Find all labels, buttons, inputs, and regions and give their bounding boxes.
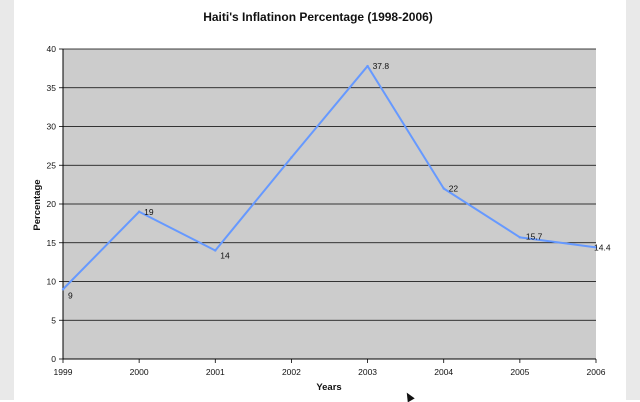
- data-label: 22: [449, 184, 459, 194]
- y-tick-label: 25: [47, 160, 57, 170]
- window-right-edge: [626, 0, 640, 400]
- window-left-edge: [0, 0, 14, 400]
- data-label: 14.4: [594, 242, 611, 252]
- data-point: [518, 236, 522, 239]
- x-tick-label: 2004: [434, 367, 453, 377]
- data-point: [366, 64, 369, 68]
- data-label: 9: [68, 290, 73, 300]
- y-axis-label: Percentage: [32, 179, 43, 230]
- data-label: 14: [220, 251, 230, 261]
- y-tick-label: 40: [47, 44, 57, 54]
- y-axis-ticks: 0 5 10 15 20 25 30 35 40: [47, 44, 63, 364]
- data-labels: 9 19 14 37.8 22 15.7 14.4: [68, 61, 611, 300]
- y-tick-label: 5: [51, 315, 56, 325]
- data-label: 19: [144, 207, 154, 217]
- data-label: 15.7: [526, 231, 543, 241]
- y-tick-label: 20: [47, 199, 57, 209]
- y-tick-label: 30: [47, 122, 57, 132]
- series-line: [62, 65, 597, 290]
- data-label: 37.8: [373, 61, 390, 71]
- x-tick-label: 2000: [130, 367, 149, 377]
- data-point: [290, 156, 293, 159]
- chart-title: Haiti's Inflatinon Percentage (1998-2006…: [203, 10, 433, 24]
- y-tick-label: 35: [47, 83, 57, 93]
- y-tick-label: 0: [51, 354, 56, 364]
- x-axis-ticks: 1999 2000 2001 2002 2003 2004 2005 2006: [54, 359, 606, 377]
- data-point: [61, 288, 65, 291]
- y-tick-label: 10: [47, 277, 57, 287]
- x-tick-label: 2001: [206, 367, 225, 377]
- x-tick-label: 2006: [587, 367, 606, 377]
- series-layer: [61, 64, 598, 291]
- x-axis-label: Years: [316, 382, 341, 393]
- y-tick-label: 15: [47, 238, 57, 248]
- x-tick-label: 2003: [358, 367, 377, 377]
- x-tick-label: 1999: [54, 367, 73, 377]
- data-point: [137, 210, 141, 213]
- gridlines: [63, 48, 596, 321]
- data-point: [214, 249, 217, 252]
- x-tick-label: 2005: [510, 367, 529, 377]
- x-tick-label: 2002: [282, 367, 301, 377]
- data-point: [442, 187, 445, 190]
- data-point: [594, 246, 598, 249]
